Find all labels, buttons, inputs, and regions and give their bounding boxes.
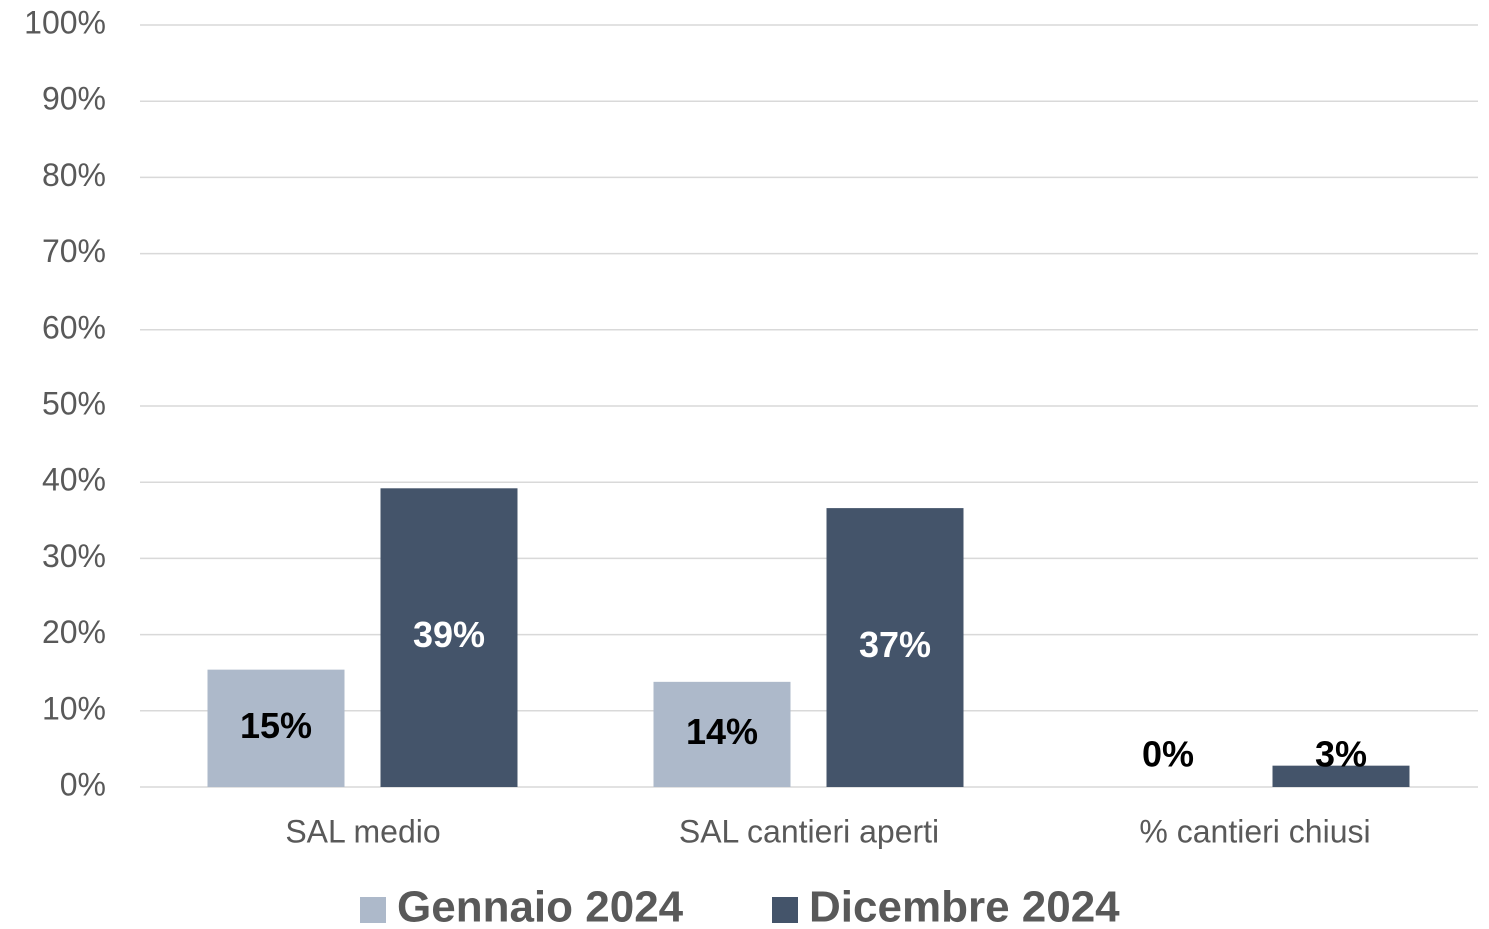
x-tick-label: SAL cantieri aperti: [679, 813, 939, 849]
y-tick-label: 50%: [42, 385, 106, 421]
y-tick-label: 90%: [42, 81, 106, 117]
value-label: 0%: [1142, 734, 1194, 775]
legend-swatch: [772, 897, 798, 923]
legend-swatch: [360, 897, 386, 923]
bar: [826, 508, 964, 787]
x-tick-label: % cantieri chiusi: [1139, 813, 1370, 849]
y-tick-label: 30%: [42, 538, 106, 574]
value-label: 15%: [240, 705, 312, 746]
y-tick-label: 100%: [24, 4, 106, 40]
value-label: 14%: [686, 711, 758, 752]
bar: [380, 488, 518, 787]
bar: [207, 669, 345, 787]
value-label: 37%: [859, 624, 931, 665]
bar: [1272, 765, 1410, 787]
y-tick-label: 10%: [42, 690, 106, 726]
legend-label: Gennaio 2024: [397, 883, 684, 929]
y-tick-label: 40%: [42, 462, 106, 498]
x-tick-label: SAL medio: [285, 813, 440, 849]
bar: [653, 681, 791, 787]
value-label: 3%: [1315, 734, 1367, 775]
y-tick-label: 60%: [42, 309, 106, 345]
y-tick-label: 0%: [60, 766, 106, 802]
y-tick-label: 20%: [42, 614, 106, 650]
y-tick-label: 70%: [42, 233, 106, 269]
legend-label: Dicembre 2024: [809, 883, 1120, 929]
y-tick-label: 80%: [42, 157, 106, 193]
value-label: 39%: [413, 614, 485, 655]
